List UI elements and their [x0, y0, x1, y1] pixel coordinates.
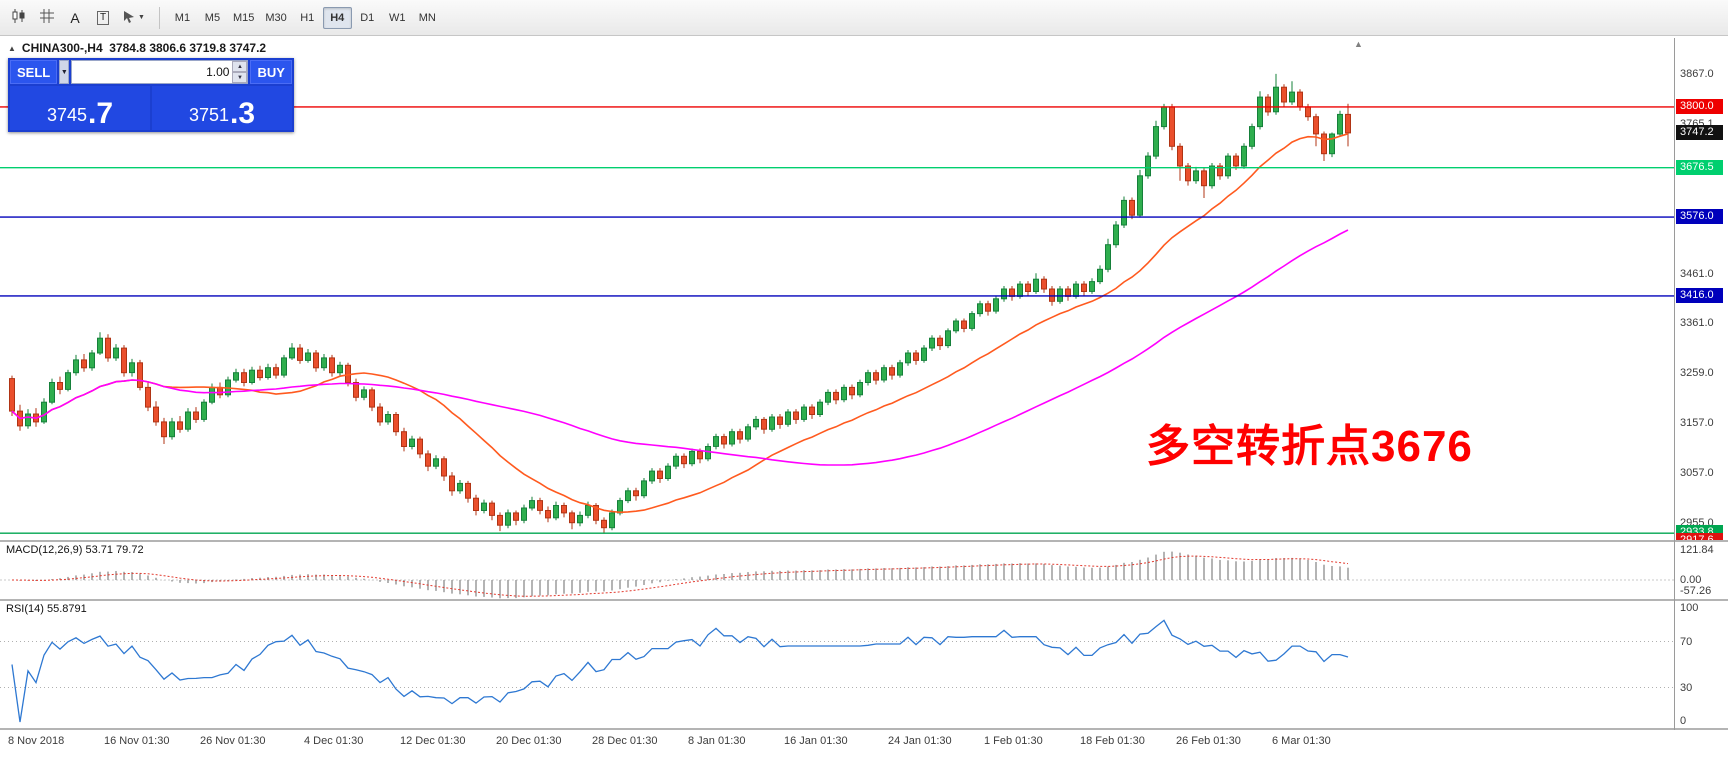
bid-price[interactable]: 3745 .7	[10, 86, 150, 130]
time-axis-label: 18 Feb 01:30	[1080, 735, 1145, 747]
grid-icon	[39, 8, 55, 27]
timeframe-button-m30[interactable]: M30	[260, 7, 291, 29]
bid-ask-row: 3745 .7 3751 .3	[10, 86, 292, 130]
time-axis-label: 6 Mar 01:30	[1272, 735, 1331, 747]
time-axis-label: 8 Nov 2018	[8, 735, 65, 747]
timeframe-button-h4[interactable]: H4	[322, 6, 352, 29]
sell-button[interactable]: SELL	[10, 60, 58, 84]
timeframe-button-mn[interactable]: MN	[413, 7, 442, 29]
time-axis-label: 24 Jan 01:30	[888, 735, 952, 747]
timeframe-button-m15[interactable]: M15	[228, 7, 259, 29]
time-axis-label: 26 Nov 01:30	[200, 735, 266, 747]
one-click-trading-widget: SELL ▼ ▲ ▼ BUY 3745 .7 3751 .3	[8, 58, 294, 132]
rsi-canvas[interactable]	[0, 601, 1674, 728]
ask-price-int: 3751	[188, 105, 229, 126]
time-axis-label: 16 Nov 01:30	[104, 735, 170, 747]
volume-decrement-button[interactable]: ▼	[232, 72, 248, 83]
timeframe-button-m1[interactable]: M1	[168, 7, 197, 29]
symbol-collapse-icon[interactable]: ▲	[8, 43, 16, 53]
symbol-ohlc-readout: CHINA300-,H4 3784.8 3806.6 3719.8 3747.2	[21, 41, 267, 55]
volume-stepper: ▲ ▼	[232, 61, 248, 83]
timeframe-button-d1[interactable]: D1	[353, 7, 382, 29]
shapes-dropdown-button[interactable]: ▼	[118, 5, 149, 31]
rsi-indicator-label: RSI(14) 55.8791	[6, 603, 87, 615]
time-axis-label: 4 Dec 01:30	[304, 735, 364, 747]
grid-button[interactable]	[34, 5, 60, 31]
chart-shift-marker-icon[interactable]: ▲	[1354, 39, 1363, 49]
rsi-panel[interactable]: RSI(14) 55.8791	[0, 601, 1674, 728]
chevron-down-icon: ▼	[138, 14, 145, 21]
text-tool-button[interactable]: A	[62, 5, 88, 31]
ask-price[interactable]: 3751 .3	[152, 86, 292, 130]
macd-panel[interactable]: MACD(12,26,9) 53.71 79.72	[0, 542, 1674, 599]
timeframe-button-w1[interactable]: W1	[383, 7, 412, 29]
toolbar-separator	[158, 6, 160, 29]
text-tool-icon: A	[70, 9, 80, 26]
label-tool-button[interactable]: T	[90, 5, 116, 31]
time-axis-label: 16 Jan 01:30	[784, 735, 848, 747]
time-axis-label: 1 Feb 01:30	[984, 735, 1043, 747]
candlestick-chart-button[interactable]	[6, 5, 32, 31]
panel-resize-separator[interactable]	[0, 728, 1728, 730]
time-axis[interactable]: 8 Nov 2018 16 Nov 01:30 26 Nov 01:30 4 Dec …	[0, 730, 1674, 758]
time-axis-label: 8 Jan 01:30	[688, 735, 746, 747]
timeframe-button-m5[interactable]: M5	[198, 7, 227, 29]
price-axis-border	[1674, 38, 1675, 730]
macd-canvas[interactable]	[0, 542, 1674, 599]
time-axis-label: 28 Dec 01:30	[592, 735, 658, 747]
volume-dropdown-button[interactable]: ▼	[59, 60, 70, 84]
macd-indicator-label: MACD(12,26,9) 53.71 79.72	[6, 544, 144, 556]
volume-input[interactable]	[72, 61, 233, 83]
candlestick-chart-icon	[11, 8, 27, 27]
main-chart-canvas[interactable]	[0, 38, 1674, 540]
panel-resize-separator[interactable]	[0, 540, 1728, 542]
symbol-row: ▲ CHINA300-,H4 3784.8 3806.6 3719.8 3747…	[8, 41, 266, 55]
ask-price-frac: .3	[230, 96, 256, 130]
toolbar: A T ▼ M1 M5 M15 M30 H1 H4 D1 W1 MN	[0, 0, 1728, 36]
cursor-arrow-icon	[122, 9, 136, 26]
chart-annotation-text: 多空转折点3676	[1146, 422, 1473, 471]
bid-price-int: 3745	[46, 105, 87, 126]
volume-increment-button[interactable]: ▲	[232, 61, 248, 72]
trade-controls-row: SELL ▼ ▲ ▼ BUY	[10, 60, 292, 84]
time-axis-label: 12 Dec 01:30	[400, 735, 466, 747]
buy-button[interactable]: BUY	[250, 60, 292, 84]
time-axis-label: 20 Dec 01:30	[496, 735, 562, 747]
label-tool-icon: T	[96, 10, 110, 25]
timeframe-toolbar: M1 M5 M15 M30 H1 H4 D1 W1 MN	[168, 6, 443, 29]
time-axis-label: 26 Feb 01:30	[1176, 735, 1241, 747]
volume-box: ▲ ▼	[71, 60, 249, 84]
bid-price-frac: .7	[88, 96, 114, 130]
panel-resize-separator[interactable]	[0, 599, 1728, 601]
timeframe-button-h1[interactable]: H1	[293, 7, 322, 29]
